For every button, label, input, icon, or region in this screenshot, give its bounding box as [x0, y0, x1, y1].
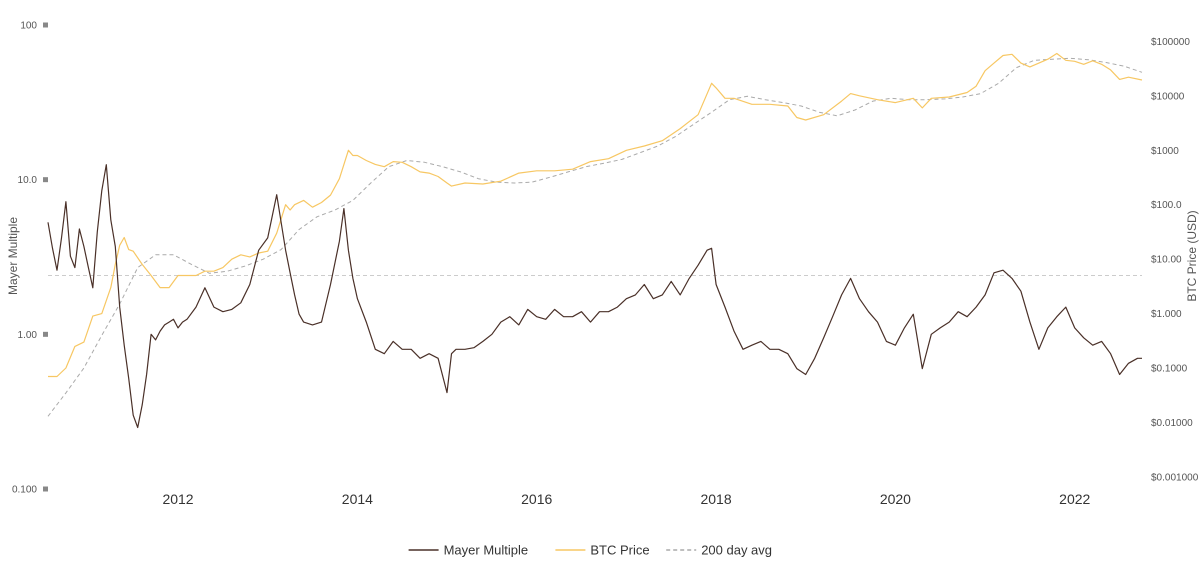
- left-tick-mark: [43, 486, 48, 492]
- x-tick-label: 2012: [162, 491, 193, 507]
- x-tick-label: 2018: [700, 491, 731, 507]
- legend: Mayer Multiple BTC Price 200 day avg: [408, 543, 772, 558]
- left-tick-label: 0.100: [12, 485, 37, 496]
- left-tick-label: 1.00: [18, 330, 38, 341]
- x-tick-label: 2016: [521, 491, 552, 507]
- right-tick-label: $100.0: [1151, 200, 1182, 211]
- series-line-btc-price: [48, 52, 1143, 378]
- right-axis-title: BTC Price (USD): [1185, 210, 1199, 301]
- left-tick-mark: [43, 331, 48, 337]
- left-tick-label: 10.0: [18, 175, 38, 186]
- right-tick-label: $0.1000: [1151, 364, 1188, 375]
- right-tick-label: $1.000: [1151, 309, 1182, 320]
- legend-label: Mayer Multiple: [444, 543, 529, 558]
- left-tick-mark: [43, 177, 48, 183]
- right-tick-label: $100000: [1151, 37, 1190, 48]
- right-tick-label: $10000: [1151, 91, 1185, 102]
- x-tick-label: 2020: [880, 491, 911, 507]
- left-tick-mark: [43, 22, 48, 28]
- left-axis-title: Mayer Multiple: [6, 217, 20, 295]
- x-tick-label: 2014: [342, 491, 373, 507]
- right-tick-label: $0.001000: [1151, 472, 1199, 483]
- right-tick-label: $0.01000: [1151, 418, 1193, 429]
- legend-label: 200 day avg: [701, 543, 772, 558]
- right-tick-label: $10.00: [1151, 255, 1182, 266]
- series-line-200-day-avg: [47, 57, 1143, 417]
- legend-label: BTC Price: [590, 543, 649, 558]
- right-tick-label: $1000: [1151, 146, 1179, 157]
- x-tick-label: 2022: [1059, 491, 1090, 507]
- series-line-mayer-multiple: [47, 164, 1142, 429]
- left-tick-label: 100: [20, 21, 37, 32]
